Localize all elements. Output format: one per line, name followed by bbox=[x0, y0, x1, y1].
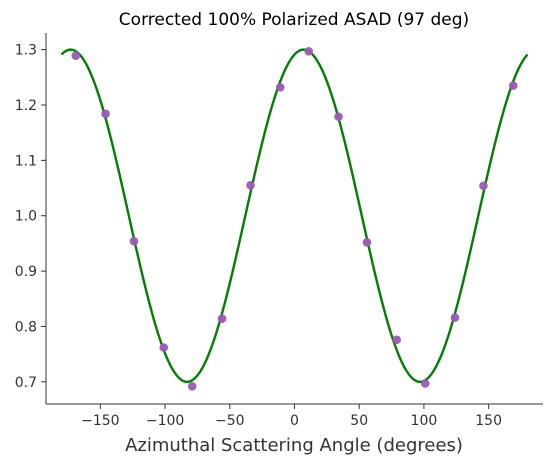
data-point bbox=[334, 112, 343, 121]
y-tick-label: 1.1 bbox=[15, 153, 37, 169]
x-tick-label: −150 bbox=[81, 413, 119, 429]
data-point bbox=[275, 82, 285, 92]
data-point bbox=[71, 51, 81, 61]
data-point bbox=[304, 46, 314, 56]
x-ticks: −150 −100 −50 0 50 100 150 bbox=[81, 404, 502, 429]
x-tick-label: 50 bbox=[350, 413, 368, 429]
x-tick-label: 0 bbox=[290, 413, 299, 429]
y-tick-label: 1.2 bbox=[15, 98, 37, 114]
data-point bbox=[392, 335, 402, 345]
data-point bbox=[129, 236, 139, 246]
y-ticks: 0.7 0.8 0.9 1.0 1.1 1.2 1.3 bbox=[15, 43, 46, 391]
x-tick-label: −100 bbox=[146, 413, 184, 429]
data-point bbox=[479, 181, 488, 191]
data-point bbox=[101, 109, 110, 119]
x-axis-label: Azimuthal Scattering Angle (degrees) bbox=[125, 435, 463, 456]
data-point bbox=[420, 379, 430, 388]
data-point bbox=[159, 343, 169, 352]
y-tick-label: 0.8 bbox=[15, 319, 37, 335]
chart-title: Corrected 100% Polarized ASAD (97 deg) bbox=[119, 10, 469, 30]
data-point bbox=[217, 314, 227, 324]
fit-curve-layer bbox=[60, 48, 529, 384]
data-point bbox=[246, 180, 255, 190]
x-tick-label: 100 bbox=[411, 413, 438, 429]
fit-curve bbox=[60, 48, 529, 384]
data-point bbox=[362, 238, 372, 247]
y-tick-label: 0.9 bbox=[15, 264, 37, 280]
x-tick-label: −50 bbox=[215, 413, 245, 429]
data-point bbox=[450, 313, 460, 322]
y-tick-label: 0.7 bbox=[15, 375, 37, 391]
data-point bbox=[187, 381, 197, 391]
data-point bbox=[508, 81, 518, 90]
y-tick-label: 1.0 bbox=[15, 209, 37, 225]
data-points-layer bbox=[71, 46, 518, 391]
y-tick-label: 1.3 bbox=[15, 43, 37, 59]
x-tick-label: 150 bbox=[475, 413, 502, 429]
